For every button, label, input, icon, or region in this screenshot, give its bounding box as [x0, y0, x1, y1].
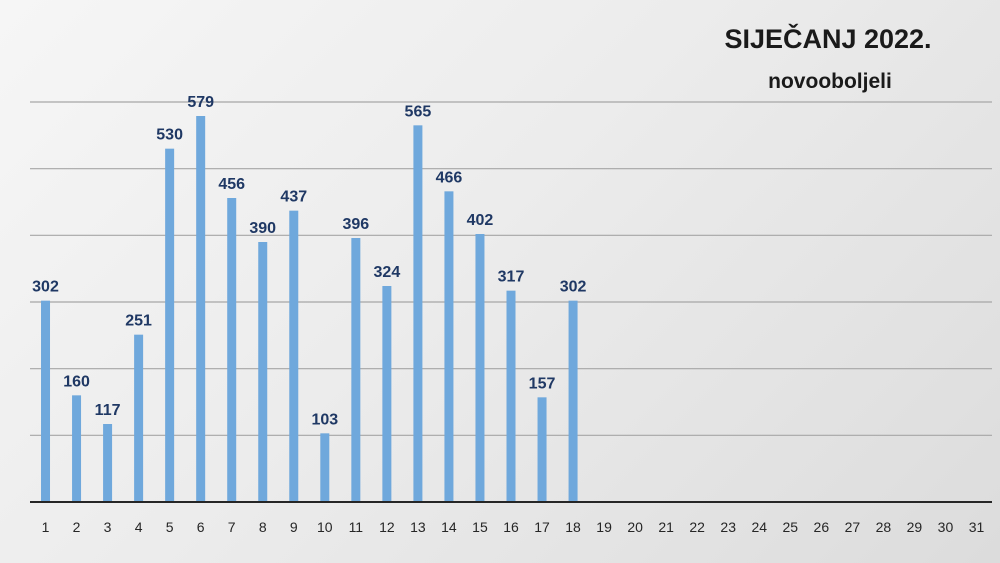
chart-title: SIJEČANJ 2022. — [724, 23, 931, 54]
bars — [41, 116, 578, 503]
x-tick-13: 13 — [410, 519, 426, 535]
bar-day-4 — [134, 334, 144, 502]
bar-day-1 — [41, 300, 51, 502]
data-label-day-12: 324 — [374, 264, 401, 281]
data-label-day-9: 437 — [280, 189, 307, 206]
data-label-day-8: 390 — [249, 220, 276, 237]
bar-day-6 — [196, 116, 206, 502]
bar-day-17 — [537, 397, 547, 502]
x-tick-12: 12 — [379, 519, 395, 535]
data-label-day-1: 302 — [32, 279, 59, 296]
x-tick-14: 14 — [441, 519, 457, 535]
x-tick-19: 19 — [596, 519, 612, 535]
bar-day-3 — [103, 424, 113, 502]
data-label-day-2: 160 — [63, 373, 90, 390]
chart-subtitle: novooboljeli — [768, 70, 892, 93]
data-label-day-7: 456 — [218, 176, 245, 193]
data-label-day-5: 530 — [156, 127, 183, 144]
data-label-day-18: 302 — [560, 279, 587, 296]
data-label-day-13: 565 — [405, 103, 432, 120]
x-tick-3: 3 — [104, 519, 112, 535]
x-tick-7: 7 — [228, 519, 236, 535]
data-label-day-10: 103 — [311, 411, 338, 428]
bar-day-10 — [320, 433, 330, 502]
x-tick-11: 11 — [349, 519, 364, 535]
bar-day-16 — [506, 290, 516, 502]
bar-day-8 — [258, 242, 268, 502]
x-tick-30: 30 — [938, 519, 954, 535]
x-tick-29: 29 — [907, 519, 923, 535]
x-tick-9: 9 — [290, 519, 298, 535]
x-tick-25: 25 — [783, 519, 799, 535]
bar-day-9 — [289, 210, 299, 502]
bar-day-2 — [72, 395, 82, 502]
x-tick-22: 22 — [689, 519, 705, 535]
bar-day-13 — [413, 125, 423, 502]
data-label-day-11: 396 — [342, 216, 369, 233]
x-tick-24: 24 — [751, 519, 767, 535]
x-tick-labels: 1 2 3 4 5 6 7 8 9 10 11 12 13 14 15 16 17 18 19 20 21 22 23 24 2… — [42, 519, 985, 535]
x-tick-5: 5 — [166, 519, 174, 535]
data-label-day-4: 251 — [125, 313, 152, 330]
data-label-day-15: 402 — [467, 212, 494, 229]
bar-day-12 — [382, 286, 392, 502]
x-tick-1: 1 — [42, 519, 50, 535]
x-tick-4: 4 — [135, 519, 143, 535]
x-tick-31: 31 — [969, 519, 985, 535]
x-tick-8: 8 — [259, 519, 267, 535]
x-tick-26: 26 — [814, 519, 830, 535]
x-tick-20: 20 — [627, 519, 643, 535]
bar-day-15 — [475, 234, 485, 502]
x-tick-16: 16 — [503, 519, 519, 535]
x-tick-21: 21 — [658, 519, 674, 535]
x-tick-28: 28 — [876, 519, 892, 535]
bar-day-11 — [351, 238, 361, 502]
data-label-day-17: 157 — [529, 375, 556, 392]
bar-day-5 — [165, 148, 175, 502]
x-tick-17: 17 — [534, 519, 550, 535]
data-label-day-6: 579 — [187, 94, 214, 111]
data-label-day-16: 317 — [498, 269, 525, 286]
x-tick-6: 6 — [197, 519, 205, 535]
x-tick-15: 15 — [472, 519, 488, 535]
x-tick-18: 18 — [565, 519, 581, 535]
data-label-day-14: 466 — [436, 169, 463, 186]
x-tick-10: 10 — [317, 519, 333, 535]
bar-day-14 — [444, 191, 454, 503]
bar-day-18 — [568, 300, 578, 502]
x-tick-27: 27 — [845, 519, 861, 535]
data-label-day-3: 117 — [95, 402, 121, 419]
x-tick-23: 23 — [720, 519, 736, 535]
bar-day-7 — [227, 198, 237, 502]
x-tick-2: 2 — [73, 519, 81, 535]
